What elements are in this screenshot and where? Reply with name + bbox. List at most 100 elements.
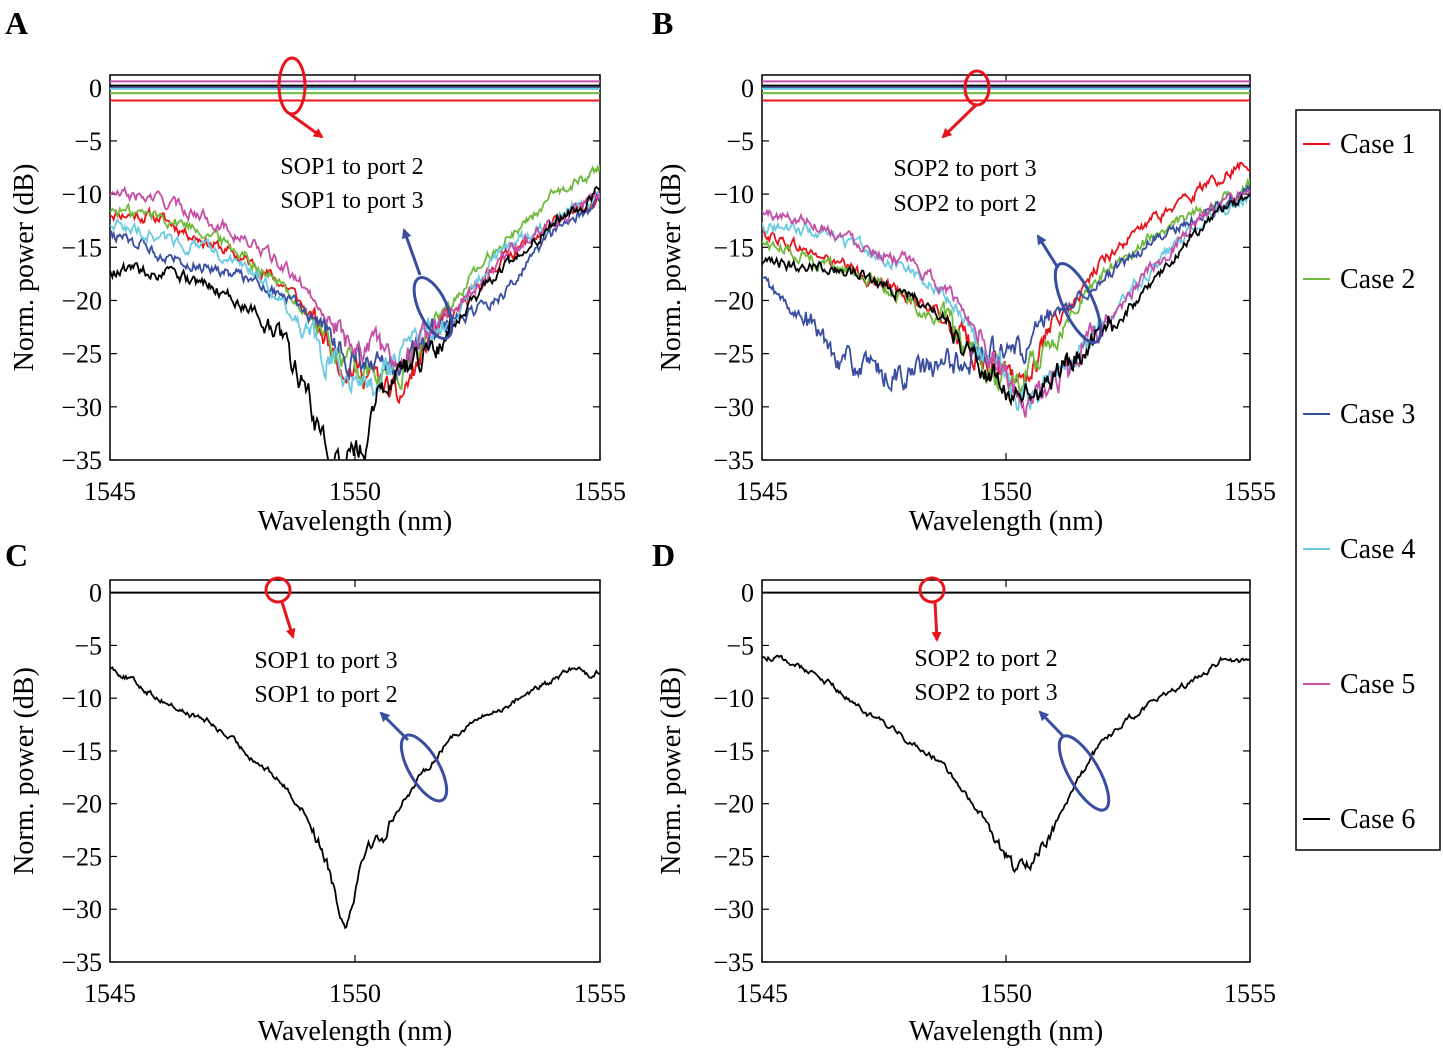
y-tick-label: −15 xyxy=(61,233,102,262)
panel-label-a: A xyxy=(5,5,28,41)
y-tick-label: −35 xyxy=(713,948,754,977)
panel-label-b: B xyxy=(652,5,673,41)
annotation-text: SOP2 to port 3 xyxy=(893,156,1036,182)
y-tick-label: −10 xyxy=(713,684,754,713)
annotation-text: SOP1 to port 2 xyxy=(280,154,423,180)
legend-label: Case 3 xyxy=(1340,399,1415,430)
legend-box xyxy=(1295,109,1441,851)
annotation-group-d: SOP2 to port 2 SOP2 to port 3 xyxy=(914,576,1111,812)
legend-label: Case 5 xyxy=(1340,669,1415,700)
annotation-arrow-red xyxy=(289,112,324,139)
x-tick-label: 1545 xyxy=(84,477,136,506)
annotation-text: SOP2 to port 2 xyxy=(914,646,1057,672)
legend-label: Case 1 xyxy=(1340,129,1415,160)
legend-label: Case 4 xyxy=(1340,534,1415,565)
y-tick-label: −20 xyxy=(713,790,754,819)
y-tick-label: −20 xyxy=(61,790,102,819)
annotation-arrow-red xyxy=(941,102,979,139)
y-tick-label: 0 xyxy=(741,74,754,103)
y-axis-label: Norm. power (dB) xyxy=(9,164,40,372)
y-tick-label: −15 xyxy=(713,233,754,262)
plot-frame xyxy=(761,579,1251,963)
x-tick-label: 1550 xyxy=(329,979,381,1008)
annotation-arrow-blue xyxy=(1038,710,1066,739)
annotation-text: SOP1 to port 2 xyxy=(254,682,397,708)
annotation-text: SOP1 to port 3 xyxy=(280,188,423,214)
annotation-circle-red xyxy=(918,576,946,604)
annotation-circle-red xyxy=(264,576,292,604)
y-tick-label: −25 xyxy=(61,842,102,871)
annotation-text: SOP2 to port 3 xyxy=(914,680,1057,706)
y-tick-label: −25 xyxy=(713,842,754,871)
annotation-text: SOP2 to port 2 xyxy=(893,191,1036,217)
legend-label: Case 2 xyxy=(1340,264,1415,295)
annotation-text: SOP1 to port 3 xyxy=(254,648,397,674)
y-tick-label: −30 xyxy=(61,895,102,924)
panel-label-d: D xyxy=(652,537,675,573)
y-tick-label: −20 xyxy=(61,286,102,315)
series-line-case-5 xyxy=(762,189,1250,418)
x-axis-label: Wavelength (nm) xyxy=(258,506,452,537)
y-tick-label: −5 xyxy=(74,127,102,156)
y-tick-label: −30 xyxy=(713,393,754,422)
x-tick-label: 1545 xyxy=(736,477,788,506)
x-tick-label: 1555 xyxy=(574,477,626,506)
x-tick-label: 1550 xyxy=(980,979,1032,1008)
annotation-arrow-red xyxy=(280,601,296,639)
plot-frame xyxy=(109,579,601,963)
y-tick-label: −10 xyxy=(61,180,102,209)
legend-label: Case 6 xyxy=(1340,804,1415,835)
series-line-case-5 xyxy=(110,185,600,372)
y-axis-label: Norm. power (dB) xyxy=(656,164,687,372)
y-tick-label: −35 xyxy=(713,446,754,475)
series-line-case-4 xyxy=(110,190,600,398)
annotation-arrow-blue xyxy=(401,228,422,276)
x-axis-label: Wavelength (nm) xyxy=(909,506,1103,537)
x-tick-label: 1555 xyxy=(1224,477,1276,506)
x-tick-label: 1545 xyxy=(84,979,136,1008)
panel-label-c: C xyxy=(5,537,28,573)
annotation-ellipse-blue xyxy=(1053,262,1103,344)
annotation-group-b: SOP2 to port 3 SOP2 to port 2 xyxy=(893,69,1103,344)
plot-frame xyxy=(109,74,601,461)
y-axis-label: Norm. power (dB) xyxy=(656,667,687,875)
y-tick-label: −15 xyxy=(61,737,102,766)
x-tick-label: 1550 xyxy=(980,477,1032,506)
y-tick-label: −15 xyxy=(713,737,754,766)
y-tick-label: −35 xyxy=(61,948,102,977)
series-line-case-6 xyxy=(762,654,1250,874)
y-tick-label: −10 xyxy=(61,684,102,713)
y-tick-label: 0 xyxy=(741,579,754,608)
y-tick-label: −5 xyxy=(726,631,754,660)
y-tick-label: −25 xyxy=(61,340,102,369)
y-tick-label: −30 xyxy=(713,895,754,924)
annotation-group-c: SOP1 to port 3 SOP1 to port 2 xyxy=(254,576,449,803)
annotation-arrow-blue xyxy=(379,711,410,742)
y-tick-label: −5 xyxy=(74,631,102,660)
annotation-ellipse-blue xyxy=(399,733,449,803)
y-tick-label: −10 xyxy=(713,180,754,209)
series-line-case-6 xyxy=(762,193,1250,407)
series-line-case-2 xyxy=(110,164,600,391)
x-tick-label: 1555 xyxy=(1224,979,1276,1008)
annotation-group-a: SOP1 to port 2 SOP1 to port 3 xyxy=(277,56,454,340)
legend: Case 1 Case 2 Case 3 Case 4 Case 5 Case 6 xyxy=(1295,109,1441,851)
y-tick-label: 0 xyxy=(89,74,102,103)
x-tick-label: 1555 xyxy=(574,979,626,1008)
x-axis-label: Wavelength (nm) xyxy=(258,1016,452,1047)
annotation-arrow-blue xyxy=(1036,234,1060,269)
annotation-ellipse-blue xyxy=(1057,734,1111,812)
annotation-arrow-red xyxy=(931,601,942,642)
series-line-case-3 xyxy=(110,193,600,381)
y-tick-label: 0 xyxy=(89,579,102,608)
y-tick-label: −30 xyxy=(61,393,102,422)
y-axis-label: Norm. power (dB) xyxy=(9,667,40,875)
series-line-case-3 xyxy=(762,184,1250,393)
series-line-case-6 xyxy=(110,666,600,930)
x-tick-label: 1545 xyxy=(736,979,788,1008)
